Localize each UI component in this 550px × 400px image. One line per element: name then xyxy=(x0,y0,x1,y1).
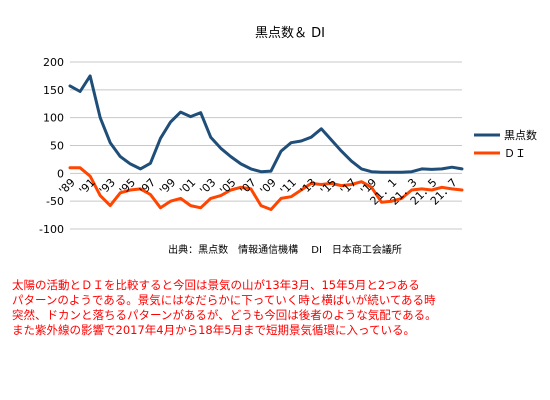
x-tick-label: '05 xyxy=(217,176,238,197)
y-tick-label: -50 xyxy=(46,195,64,208)
y-axis-ticks: 200 150 100 50 0 -50 -100 xyxy=(39,56,64,236)
y-tick-label: 100 xyxy=(43,112,64,125)
x-tick-label: '13 xyxy=(298,176,319,197)
x-tick-label: '15 xyxy=(318,176,339,197)
x-tick-label: '99 xyxy=(157,176,178,197)
y-tick-label: -100 xyxy=(39,223,64,236)
source-caption: 出典：黒点数 情報通信機構 DI 日本商工会議所 xyxy=(168,243,402,256)
legend: 黒点数 ＤＩ xyxy=(474,129,537,160)
series-line xyxy=(70,76,462,172)
commentary-line: また紫外線の影響で2017年4月から18年5月まで短期景気循環に入っている。 xyxy=(12,323,542,338)
legend-label: ＤＩ xyxy=(504,147,526,160)
legend-label: 黒点数 xyxy=(504,129,537,142)
x-tick-label: '97 xyxy=(137,176,158,197)
x-tick-label: '91 xyxy=(77,176,98,197)
y-tick-label: 0 xyxy=(57,167,64,180)
gridlines xyxy=(70,62,462,229)
commentary-text: 太陽の活動とＤＩを比較すると今回は景気の山が13年3月、15年5月と2つある パ… xyxy=(12,278,542,338)
x-tick-label: '17 xyxy=(338,176,359,197)
x-tick-label: '01 xyxy=(177,176,198,197)
y-tick-label: 150 xyxy=(43,84,64,97)
x-tick-label: '09 xyxy=(258,176,279,197)
x-tick-label: '03 xyxy=(197,176,218,197)
y-tick-label: 50 xyxy=(50,140,64,153)
commentary-line: 突然、ドカンと落ちるパターンがあるが、どうも今回は後者のような気配である。 xyxy=(12,308,542,323)
commentary-line: 太陽の活動とＤＩを比較すると今回は景気の山が13年3月、15年5月と2つある xyxy=(12,278,542,293)
y-tick-label: 200 xyxy=(43,56,64,69)
chart-title: 黒点数＆ DI xyxy=(255,26,325,41)
commentary-line: パターンのようである。景気にはなだらかに下っていく時と横ばいが続いてある時 xyxy=(12,293,542,308)
